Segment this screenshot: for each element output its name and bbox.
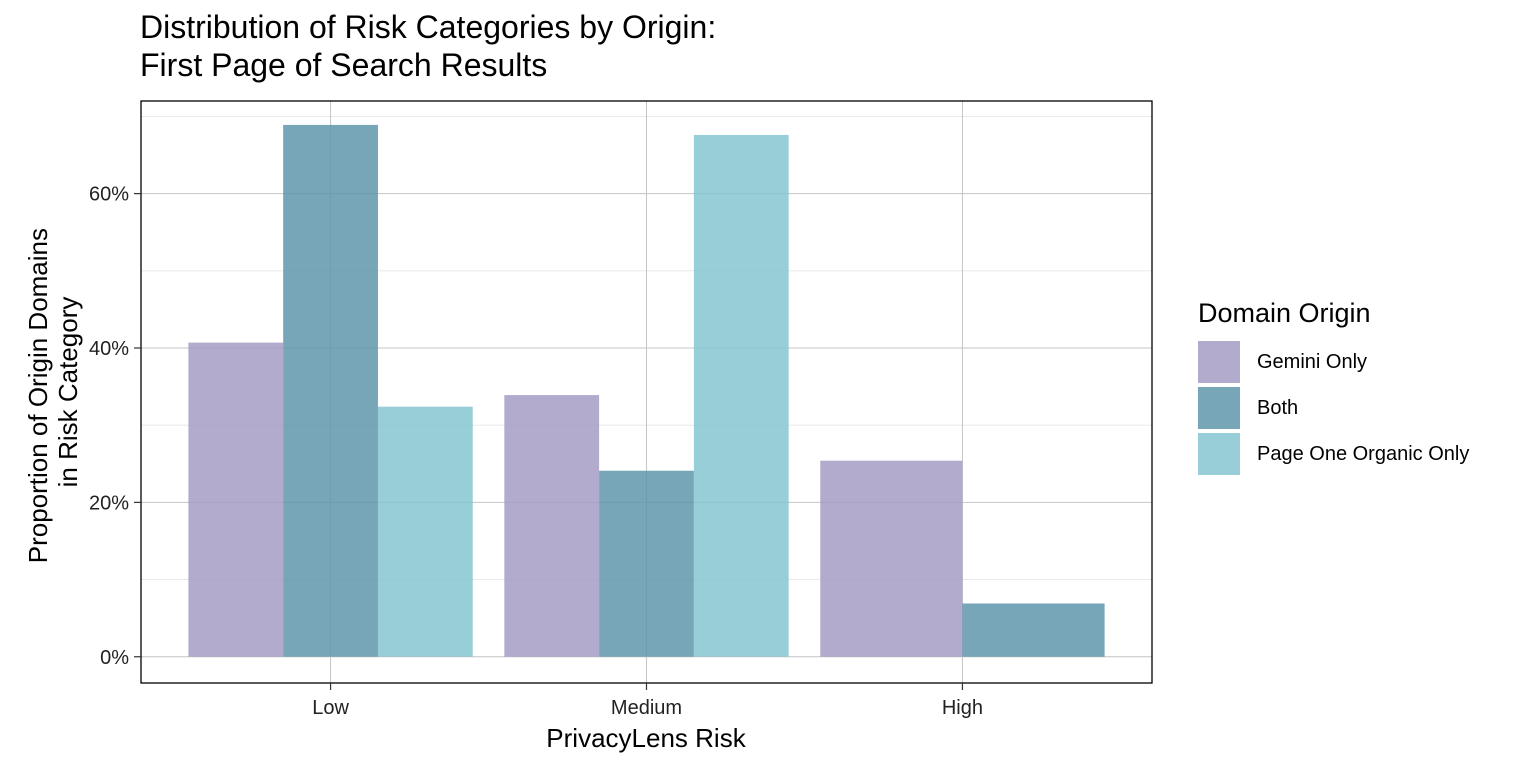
y-axis-title-line-2: in Risk Category [53,297,83,488]
legend-label: Gemini Only [1257,350,1368,373]
legend-item: Both [1198,385,1469,431]
axis-ticks: 0% 20% 40% 60% Low Medium High [89,184,983,719]
y-tick-label: 0% [100,647,129,669]
legend-item: Page One Organic Only [1198,431,1469,477]
chart-title: Distribution of Risk Categories by Origi… [140,9,717,83]
legend-key-swatch [1198,387,1240,429]
y-axis-title: Proportion of Origin Domains in Risk Cat… [23,221,83,564]
y-tick-label: 20% [89,492,129,514]
x-tick-label: High [942,697,983,719]
bar-page-one-organic-only-low [377,406,473,657]
bar-both-medium [599,470,694,657]
y-tick-label: 60% [89,184,129,206]
bar-page-one-organic-only-medium [693,134,789,657]
bars [188,124,1105,657]
x-tick-label: Low [312,697,349,719]
x-axis-title: PrivacyLens Risk [546,723,746,753]
legend-key-swatch [1198,433,1240,475]
legend-item: Gemini Only [1198,339,1469,385]
legend-label: Page One Organic Only [1257,442,1470,465]
bar-gemini-only-low [188,342,284,657]
bar-both-low [283,124,378,657]
bar-gemini-only-high [820,460,963,657]
legend: Domain Origin Gemini Only Both Page One Or… [1198,298,1469,477]
y-axis-title-line-1: Proportion of Origin Domains [23,228,53,563]
legend-label: Both [1257,396,1299,419]
legend-items: Gemini Only Both Page One Organic Only [1198,339,1469,477]
bar-gemini-only-medium [504,395,600,657]
x-tick-label: Medium [611,697,682,719]
bar-both-high [962,603,1105,657]
legend-key-swatch [1198,341,1240,383]
y-tick-label: 40% [89,338,129,360]
legend-title: Domain Origin [1198,298,1371,328]
